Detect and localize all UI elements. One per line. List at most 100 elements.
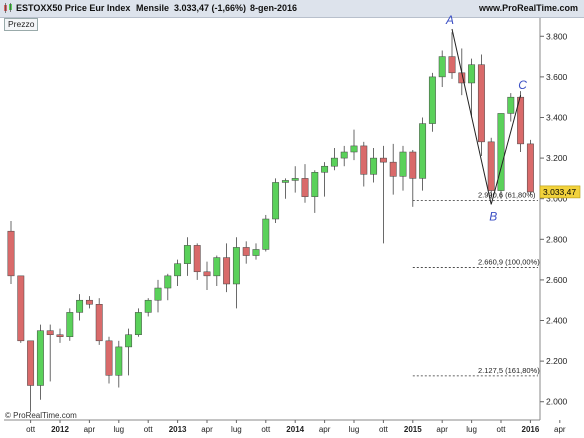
candle-body-up	[115, 346, 123, 376]
candle-body-up	[340, 151, 348, 159]
candle	[360, 141, 368, 187]
candle	[301, 164, 309, 203]
candle	[46, 324, 54, 382]
candle-body-down	[193, 245, 201, 273]
candle	[36, 324, 44, 400]
candle	[115, 340, 123, 388]
candle-body-down	[203, 271, 211, 277]
candle-body-down	[242, 247, 250, 256]
candle-body-up	[213, 257, 221, 277]
candle	[330, 147, 338, 171]
candle-body-down	[105, 340, 113, 376]
candle-body-up	[134, 312, 142, 335]
candle	[507, 93, 515, 122]
candle	[7, 221, 15, 284]
x-tick-label: apr	[436, 425, 448, 434]
candle-body-up	[183, 245, 191, 264]
candle-body-down	[360, 145, 368, 175]
y-tick-label: 3.800	[546, 31, 568, 41]
x-tick-label: apr	[84, 425, 96, 434]
wave-label-a: A	[445, 13, 454, 27]
overlays: 2.990,6 (61,80%) 2.660,9 (100,00%) 2.127,5…	[412, 13, 540, 377]
candle-body-down	[389, 161, 397, 177]
last-price-label: 3.033,47	[543, 187, 576, 197]
candle	[154, 279, 162, 313]
candle-body-up	[144, 299, 152, 313]
candle-body-up	[66, 312, 74, 338]
candle	[76, 294, 84, 321]
candle-body-up	[350, 145, 358, 153]
candle-body-down	[17, 275, 25, 342]
candle	[183, 237, 191, 276]
x-tick-label: 2015	[404, 425, 422, 434]
candle	[125, 328, 133, 376]
y-tick-label: 3.200	[546, 153, 568, 163]
candle	[27, 340, 35, 412]
y-tick-label: 3.400	[546, 112, 568, 122]
candle	[350, 129, 358, 161]
candle	[252, 243, 260, 260]
candle-body-up	[76, 299, 84, 313]
panel-label[interactable]: Prezzo	[4, 18, 39, 31]
x-tick-label: ott	[379, 425, 389, 434]
candle-body-up	[419, 123, 427, 179]
candle	[526, 139, 534, 195]
chart-header: ESTOXX50 Price Eur Index Mensile 3.033,4…	[0, 0, 584, 18]
grid-lines	[4, 18, 541, 421]
x-tick-label: 2016	[522, 425, 540, 434]
x-tick-label: 2012	[51, 425, 69, 434]
fib-level-label: 2.990,6 (61,80%)	[478, 191, 536, 200]
candle	[379, 145, 387, 244]
candle	[56, 328, 64, 343]
timeframe-label: Mensile	[136, 3, 170, 13]
watermark: © ProRealTime.com	[5, 411, 77, 420]
candle	[428, 72, 436, 132]
candle-body-up	[370, 157, 378, 175]
candle	[389, 143, 397, 195]
x-tick-label: lug	[113, 425, 124, 434]
price-change: 3.033,47 (-1,66%)	[174, 3, 247, 13]
candle-body-down	[448, 56, 456, 74]
candle-body-up	[154, 287, 162, 301]
candle-body-down	[46, 330, 54, 335]
fib-level-label: 2.127,5 (161,80%)	[478, 366, 540, 375]
candle	[487, 137, 495, 199]
candle-body-down	[301, 178, 309, 197]
y-tick-label: 2.600	[546, 275, 568, 285]
y-tick-label: 2.800	[546, 234, 568, 244]
candle	[144, 298, 152, 317]
x-tick-label: ott	[497, 425, 507, 434]
candle	[66, 308, 74, 341]
candle-body-up	[497, 113, 505, 191]
wave-label-c: C	[518, 78, 527, 92]
candle-body-up	[507, 96, 515, 114]
x-tick-label: 2014	[286, 425, 304, 434]
y-tick-label: 3.000	[546, 194, 568, 204]
candle-body-up	[330, 157, 338, 167]
fib-level-label: 2.660,9 (100,00%)	[478, 258, 540, 267]
candle	[340, 145, 348, 167]
candle-body-up	[125, 334, 133, 348]
site-link[interactable]: www.ProRealTime.com	[478, 3, 578, 13]
candle-body-down	[487, 141, 495, 191]
x-tick-label: lug	[231, 425, 242, 434]
candles	[7, 32, 534, 412]
candle	[399, 145, 407, 191]
x-tick-label: ott	[261, 425, 271, 434]
candle	[272, 178, 280, 224]
wave-label-b: B	[489, 209, 497, 223]
candle-body-up	[311, 172, 319, 197]
candle-body-up	[262, 218, 270, 250]
x-tick-label: apr	[319, 425, 331, 434]
candle	[242, 241, 250, 264]
x-tick-label: 2013	[169, 425, 187, 434]
candle-body-up	[164, 275, 172, 289]
candle	[95, 298, 103, 345]
candle	[311, 170, 319, 213]
candle	[105, 336, 113, 384]
candlestick-icon	[4, 3, 12, 13]
candle	[321, 162, 329, 197]
candle	[193, 243, 201, 280]
